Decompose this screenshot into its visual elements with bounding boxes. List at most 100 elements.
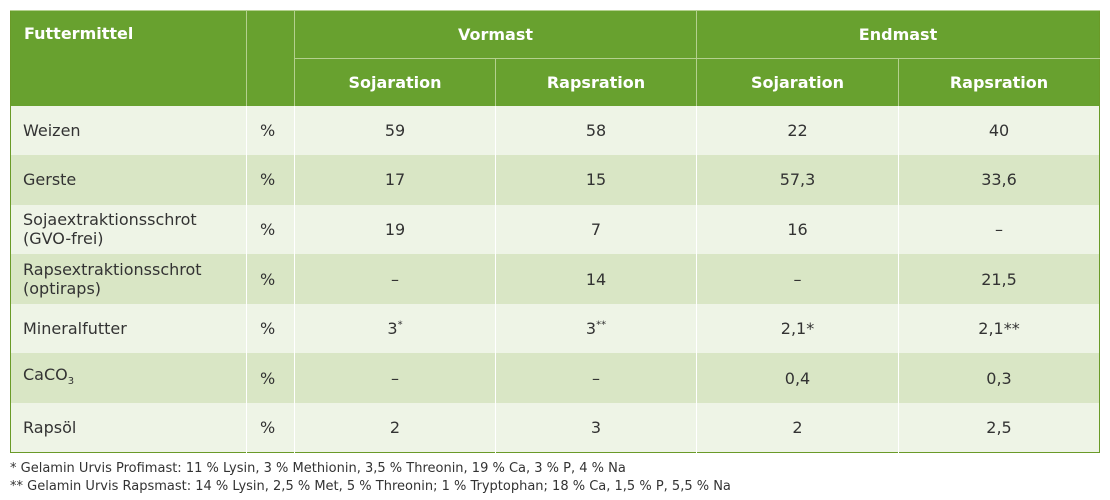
table-row: CaCO3% – – 0,4 0,3 [10,353,1100,404]
row-unit: % [246,353,295,404]
row-value: 33,6 [897,155,1100,205]
row-value: – [294,254,496,304]
row-value: 15 [495,155,697,205]
feed-name-line1: Weizen [23,120,81,140]
table-row: Rapsextraktionsschrot (optiraps)% – 14 – 21,5 [10,254,1100,304]
header-endmast-sojaration: Sojaration [696,58,899,106]
header-endmast: Endmast [695,10,1100,59]
row-feed-name: Weizen [10,105,247,156]
row-value: 3 [495,403,697,453]
value-text: – [592,368,600,388]
row-value: 0,4 [696,353,899,404]
footnote-2: ** Gelamin Urvis Rapsmast: 14 % Lysin, 2… [10,479,731,494]
value-text: 57,3 [779,170,816,190]
feed-name-line1: CaCO [23,365,68,385]
table-row: Weizen% 59 58 22 40 [10,105,1100,156]
header-endmast-rapsration: Rapsration [897,58,1100,106]
row-unit: % [246,155,295,205]
row-value: 0,3 [897,353,1100,404]
row-value: 57,3 [696,155,899,205]
row-value: – [495,353,697,404]
feed-name-line1: Mineralfutter [23,319,127,339]
row-unit: % [246,303,295,354]
row-value: 2 [696,403,899,453]
value-text: 2,5 [986,418,1012,438]
value-text: 2,1* [780,319,815,339]
row-feed-name: Rapsextraktionsschrot (optiraps) [10,254,247,304]
value-text: – [391,269,399,289]
row-feed-name: Mineralfutter [10,303,247,354]
value-text: 3 [585,319,597,339]
header-unit [246,10,295,106]
row-unit: % [246,105,295,156]
row-unit: % [246,403,295,453]
feed-name-line1: Rapsextraktionsschrot [23,260,202,280]
value-footnote-mark: ** [596,319,607,331]
row-feed-name: Sojaextraktionsschrot (GVO-frei) [10,204,247,255]
footnote-1: * Gelamin Urvis Profimast: 11 % Lysin, 3… [10,461,626,476]
feed-name-line1: Sojaextraktionsschrot [23,210,197,230]
value-text: 17 [384,170,406,190]
value-text: 2,1** [978,319,1020,339]
row-value: 21,5 [897,254,1100,304]
feed-name-line2: (optiraps) [23,279,102,299]
row-value: 17 [294,155,496,205]
row-value: 58 [495,105,697,156]
row-feed-name: Gerste [10,155,247,205]
row-value: 2 [294,403,496,453]
row-value: 3** [495,303,697,354]
value-text: 59 [384,120,406,140]
row-value: – [897,204,1100,255]
table-row: Gerste% 17 15 57,3 33,6 [10,155,1100,205]
value-text: 15 [585,170,607,190]
row-value: 2,1** [897,303,1100,354]
value-text: 40 [988,120,1010,140]
table-row: Rapsöl% 2 3 2 2,5 [10,403,1100,453]
row-value: 19 [294,204,496,255]
row-value: 59 [294,105,496,156]
value-text: 0,4 [784,368,811,388]
row-value: 16 [696,204,899,255]
feed-name-subscript: 3 [67,376,75,388]
row-value: 14 [495,254,697,304]
header-vormast-sojaration: Sojaration [294,58,496,106]
feed-name-line1: Rapsöl [23,418,77,438]
row-value: – [294,353,496,404]
value-text: 2 [389,418,401,438]
value-text: 58 [585,120,607,140]
value-footnote-mark: * [397,319,403,331]
table-row: Mineralfutter% 3* 3** 2,1* 2,1** [10,303,1100,354]
value-text: 22 [787,120,808,140]
table-body: Weizen% 59 58 22 40 Gerste% 17 15 57,3 33,6 Sojaex… [10,105,1100,453]
header-vormast: Vormast [294,10,697,59]
row-feed-name: Rapsöl [10,403,247,453]
value-text: 21,5 [981,269,1017,289]
value-text: 7 [590,219,602,239]
row-value: 40 [897,105,1100,156]
value-text: 0,3 [986,368,1012,388]
row-value: 22 [696,105,899,156]
value-text: 33,6 [981,170,1017,190]
row-unit: % [246,254,295,304]
feed-name-line1: Gerste [23,170,77,190]
row-value: 7 [495,204,697,255]
row-value: 3* [294,303,496,354]
row-value: 2,5 [897,403,1100,453]
value-text: – [995,219,1003,239]
value-text: – [793,269,802,289]
feed-name-line2: (GVO-frei) [23,229,104,249]
row-value: 2,1* [696,303,899,354]
value-text: 14 [585,269,607,289]
value-text: 2 [792,418,803,438]
header-futtermittel: Futtermittel [10,10,247,106]
value-text: 3 [590,418,602,438]
value-text: – [391,368,399,388]
row-value: – [696,254,899,304]
header-vormast-rapsration: Rapsration [495,58,697,106]
table-row: Sojaextraktionsschrot (GVO-frei)% 19 7 16 – [10,204,1100,255]
value-text: 3 [387,319,398,339]
value-text: 16 [787,219,808,239]
value-text: 19 [384,219,406,239]
row-feed-name: CaCO3 [10,353,247,404]
